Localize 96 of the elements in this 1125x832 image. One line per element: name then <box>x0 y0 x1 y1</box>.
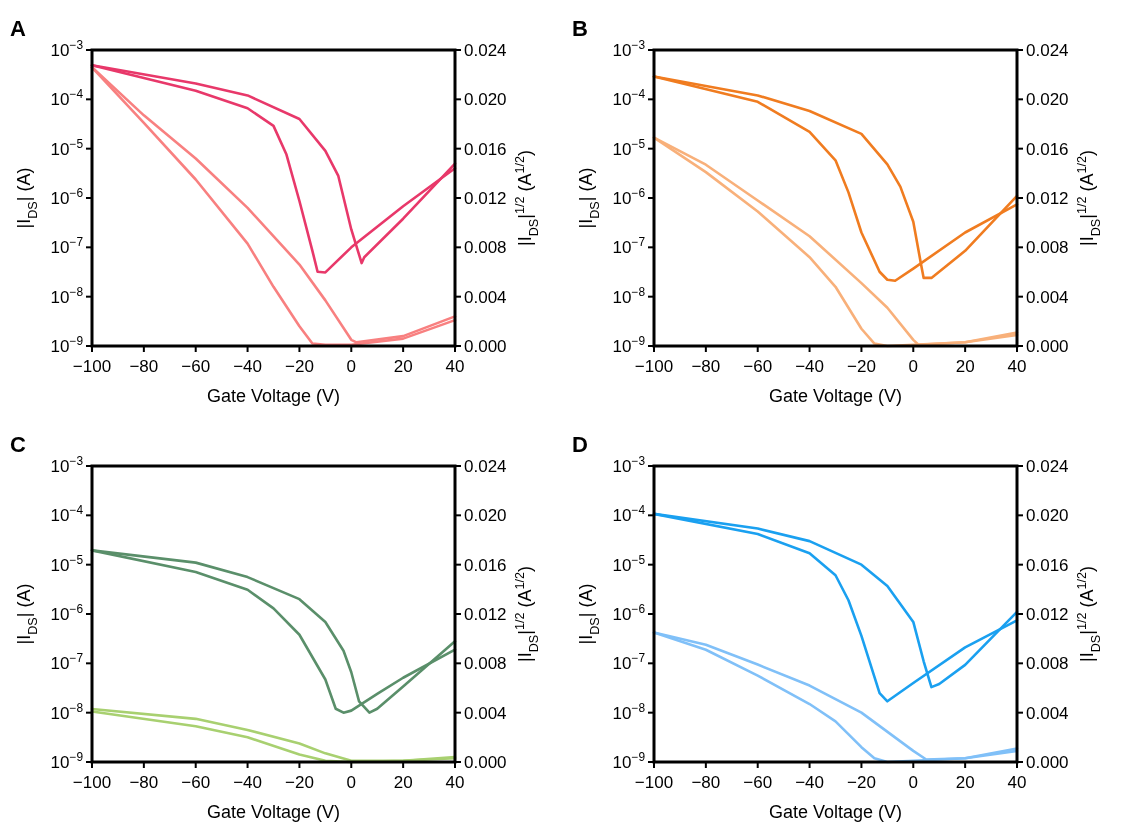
x-tick-label: 20 <box>393 773 413 792</box>
y2-tick-label: 0.016 <box>1026 139 1069 159</box>
y2-tick-label: 0.024 <box>1026 456 1069 476</box>
x-tick-label: −20 <box>847 773 876 792</box>
y2-tick-label: 0.020 <box>464 90 507 110</box>
y2-tick-label: 0.016 <box>464 139 507 159</box>
x-tick-label: 40 <box>1007 773 1027 792</box>
y2-tick-label: 0.020 <box>464 506 507 526</box>
y2-tick-label: 0.004 <box>1026 703 1069 723</box>
y-tick-label: 10$^{−9}$ <box>612 333 646 356</box>
y2-tick-label: 0.008 <box>464 654 507 674</box>
y2-tick-label: 0.000 <box>1026 752 1069 772</box>
y2-tick-label: 0.012 <box>1026 604 1069 624</box>
x-tick-label: −100 <box>72 773 112 792</box>
x-tick-label: −60 <box>181 357 211 376</box>
y-tick-label: 10$^{−8}$ <box>50 700 84 723</box>
y2-tick-label: 0.000 <box>1026 336 1069 356</box>
y2-tick-label: 0.016 <box>1026 555 1069 575</box>
x-tick-label: 0 <box>346 773 357 792</box>
y2-tick-label: 0.004 <box>464 703 507 723</box>
y2-tick-label: 0.024 <box>464 40 507 60</box>
y-tick-label: 10$^{−5}$ <box>50 136 84 159</box>
x-tick-label: −80 <box>129 773 159 792</box>
x-tick-label: −80 <box>129 357 159 376</box>
y-tick-label: 10$^{−8}$ <box>50 284 84 307</box>
x-tick-label: −20 <box>285 773 314 792</box>
x-tick-label: 0 <box>908 773 919 792</box>
y-tick-label: 10$^{−6}$ <box>50 601 84 624</box>
x-tick-label: 40 <box>1007 357 1027 376</box>
y2-tick-label: 0.012 <box>464 604 507 624</box>
y-tick-label: 10$^{−9}$ <box>50 333 84 356</box>
x-tick-label: −100 <box>72 357 112 376</box>
y-tick-label: 10$^{−5}$ <box>50 552 84 575</box>
y-tick-label: 10$^{−3}$ <box>50 37 84 60</box>
y-tick-label: 10$^{−4}$ <box>50 503 84 526</box>
y-tick-label: 10$^{−7}$ <box>50 235 84 258</box>
y2-tick-label: 0.008 <box>464 238 507 258</box>
x-axis-title: Gate Voltage (V) <box>768 386 903 406</box>
y-tick-label: 10$^{−3}$ <box>612 453 646 476</box>
y2-tick-label: 0.004 <box>1026 287 1069 307</box>
x-tick-label: −60 <box>743 773 773 792</box>
y-tick-label: 10$^{−4}$ <box>50 87 84 110</box>
x-tick-label: −60 <box>181 773 211 792</box>
y-tick-label: 10$^{−6}$ <box>612 185 646 208</box>
x-tick-label: 40 <box>445 357 465 376</box>
y2-tick-label: 0.004 <box>464 287 507 307</box>
y2-tick-label: 0.020 <box>1026 90 1069 110</box>
y2-tick-label: 0.020 <box>1026 506 1069 526</box>
x-tick-label: 20 <box>955 773 975 792</box>
y2-tick-label: 0.016 <box>464 555 507 575</box>
x-tick-label: −40 <box>233 357 262 376</box>
chart-title: D <box>572 432 588 457</box>
y-tick-label: 10$^{−9}$ <box>612 749 646 772</box>
x-tick-label: −20 <box>285 357 314 376</box>
y-tick-label: 10$^{−7}$ <box>612 651 646 674</box>
y-tick-label: 10$^{−8}$ <box>612 284 646 307</box>
x-tick-label: −60 <box>743 357 773 376</box>
x-tick-label: −100 <box>634 357 674 376</box>
y-tick-label: 10$^{−4}$ <box>612 87 646 110</box>
chart-title: C <box>10 432 26 457</box>
x-tick-label: 40 <box>445 773 465 792</box>
y-tick-label: 10$^{−5}$ <box>612 136 646 159</box>
x-tick-label: 20 <box>955 357 975 376</box>
x-tick-label: −100 <box>634 773 674 792</box>
y2-tick-label: 0.000 <box>464 752 507 772</box>
x-axis-title: Gate Voltage (V) <box>206 386 341 406</box>
x-tick-label: 0 <box>346 357 357 376</box>
chart-title: A <box>10 16 26 41</box>
y2-tick-label: 0.012 <box>1026 188 1069 208</box>
x-axis-title: Gate Voltage (V) <box>768 802 903 822</box>
y-tick-label: 10$^{−6}$ <box>612 601 646 624</box>
y2-tick-label: 0.012 <box>464 188 507 208</box>
x-tick-label: 20 <box>393 357 413 376</box>
y-tick-label: 10$^{−4}$ <box>612 503 646 526</box>
y2-tick-label: 0.024 <box>1026 40 1069 60</box>
x-tick-label: 0 <box>908 357 919 376</box>
y-tick-label: 10$^{−9}$ <box>50 749 84 772</box>
x-tick-label: −40 <box>795 357 824 376</box>
y2-tick-label: 0.000 <box>464 336 507 356</box>
y-tick-label: 10$^{−7}$ <box>612 235 646 258</box>
y-tick-label: 10$^{−3}$ <box>612 37 646 60</box>
x-tick-label: −80 <box>691 773 721 792</box>
y-tick-label: 10$^{−7}$ <box>50 651 84 674</box>
x-tick-label: −40 <box>795 773 824 792</box>
x-tick-label: −20 <box>847 357 876 376</box>
y2-tick-label: 0.024 <box>464 456 507 476</box>
y-tick-label: 10$^{−6}$ <box>50 185 84 208</box>
y2-tick-label: 0.008 <box>1026 654 1069 674</box>
x-tick-label: −80 <box>691 357 721 376</box>
chart-title: B <box>572 16 588 41</box>
x-axis-title: Gate Voltage (V) <box>206 802 341 822</box>
x-tick-label: −40 <box>233 773 262 792</box>
y-tick-label: 10$^{−5}$ <box>612 552 646 575</box>
y2-tick-label: 0.008 <box>1026 238 1069 258</box>
y-tick-label: 10$^{−3}$ <box>50 453 84 476</box>
y-tick-label: 10$^{−8}$ <box>612 700 646 723</box>
